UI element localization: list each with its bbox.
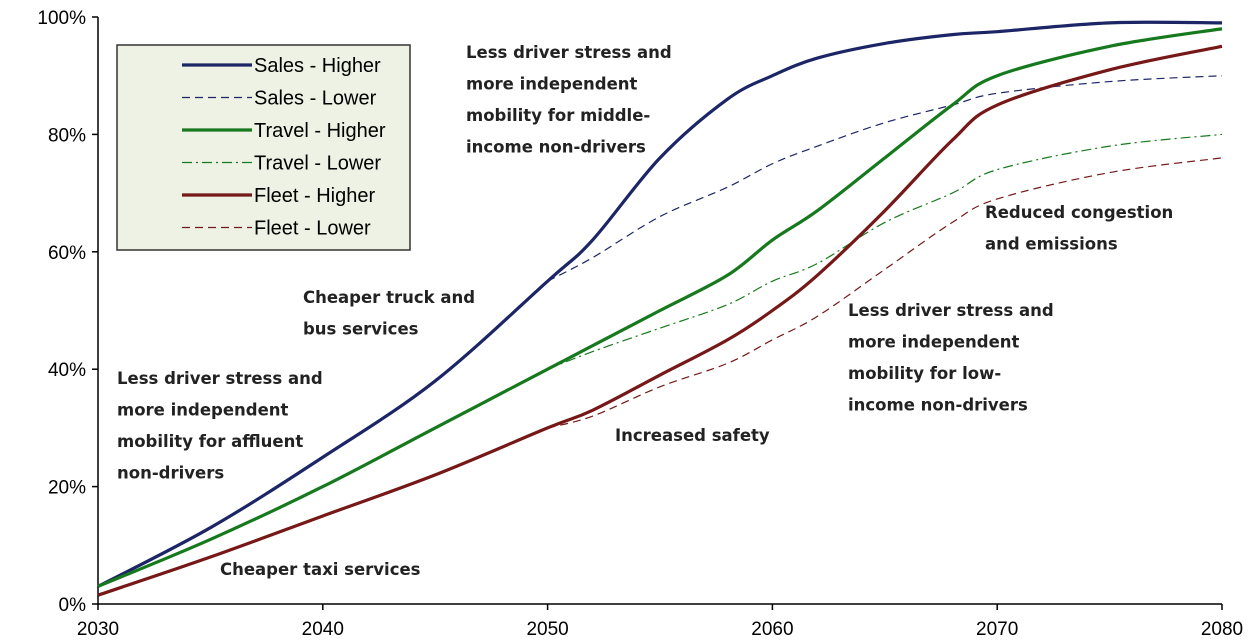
annotation: income non-drivers [466,138,646,157]
legend-box [116,44,411,251]
annotation: mobility for affluent [117,432,303,451]
y-tick-label: 80% [48,125,86,146]
annotation: and emissions [985,235,1118,254]
legend-label: Travel - Higher [254,120,386,142]
x-tick-label: 2080 [1201,619,1243,640]
legend-label: Travel - Lower [254,153,381,175]
annotation: non-drivers [117,464,224,483]
x-tick-label: 2070 [976,619,1018,640]
annotation: Increased safety [615,426,770,445]
x-tick-label: 2030 [77,619,119,640]
annotation: Cheaper truck and [303,288,475,307]
annotation: mobility for low- [848,364,1001,383]
y-tick-label: 0% [59,595,87,616]
annotation: Reduced congestion [985,203,1173,222]
annotation: income non-drivers [848,396,1028,415]
y-tick-label: 60% [48,243,86,264]
legend-label: Sales - Lower [254,88,377,110]
series-line [97,27,1223,588]
series-line [97,20,1223,588]
y-tick-label: 20% [48,478,86,499]
annotation: more independent [848,333,1020,352]
y-tick-label: 40% [48,360,86,381]
x-tick-label: 2040 [302,619,344,640]
annotation: Less driver stress and [117,369,323,388]
annotation: bus services [303,320,419,339]
series-line [547,157,1223,429]
annotation: Cheaper taxi services [220,560,421,579]
series-line [97,44,1223,597]
annotation: more independent [466,75,638,94]
annotation: mobility for middle- [466,106,650,125]
annotation: more independent [117,401,289,420]
x-tick-label: 2060 [751,619,793,640]
annotation: Less driver stress and [466,43,672,62]
y-tick-label: 100% [37,8,86,29]
legend-label: Sales - Higher [254,55,381,77]
legend-label: Fleet - Higher [254,185,375,207]
series-line [547,75,1223,282]
x-tick-label: 2050 [526,619,568,640]
annotation: Less driver stress and [848,301,1054,320]
legend-label: Fleet - Lower [254,218,371,240]
series-line [547,133,1223,370]
